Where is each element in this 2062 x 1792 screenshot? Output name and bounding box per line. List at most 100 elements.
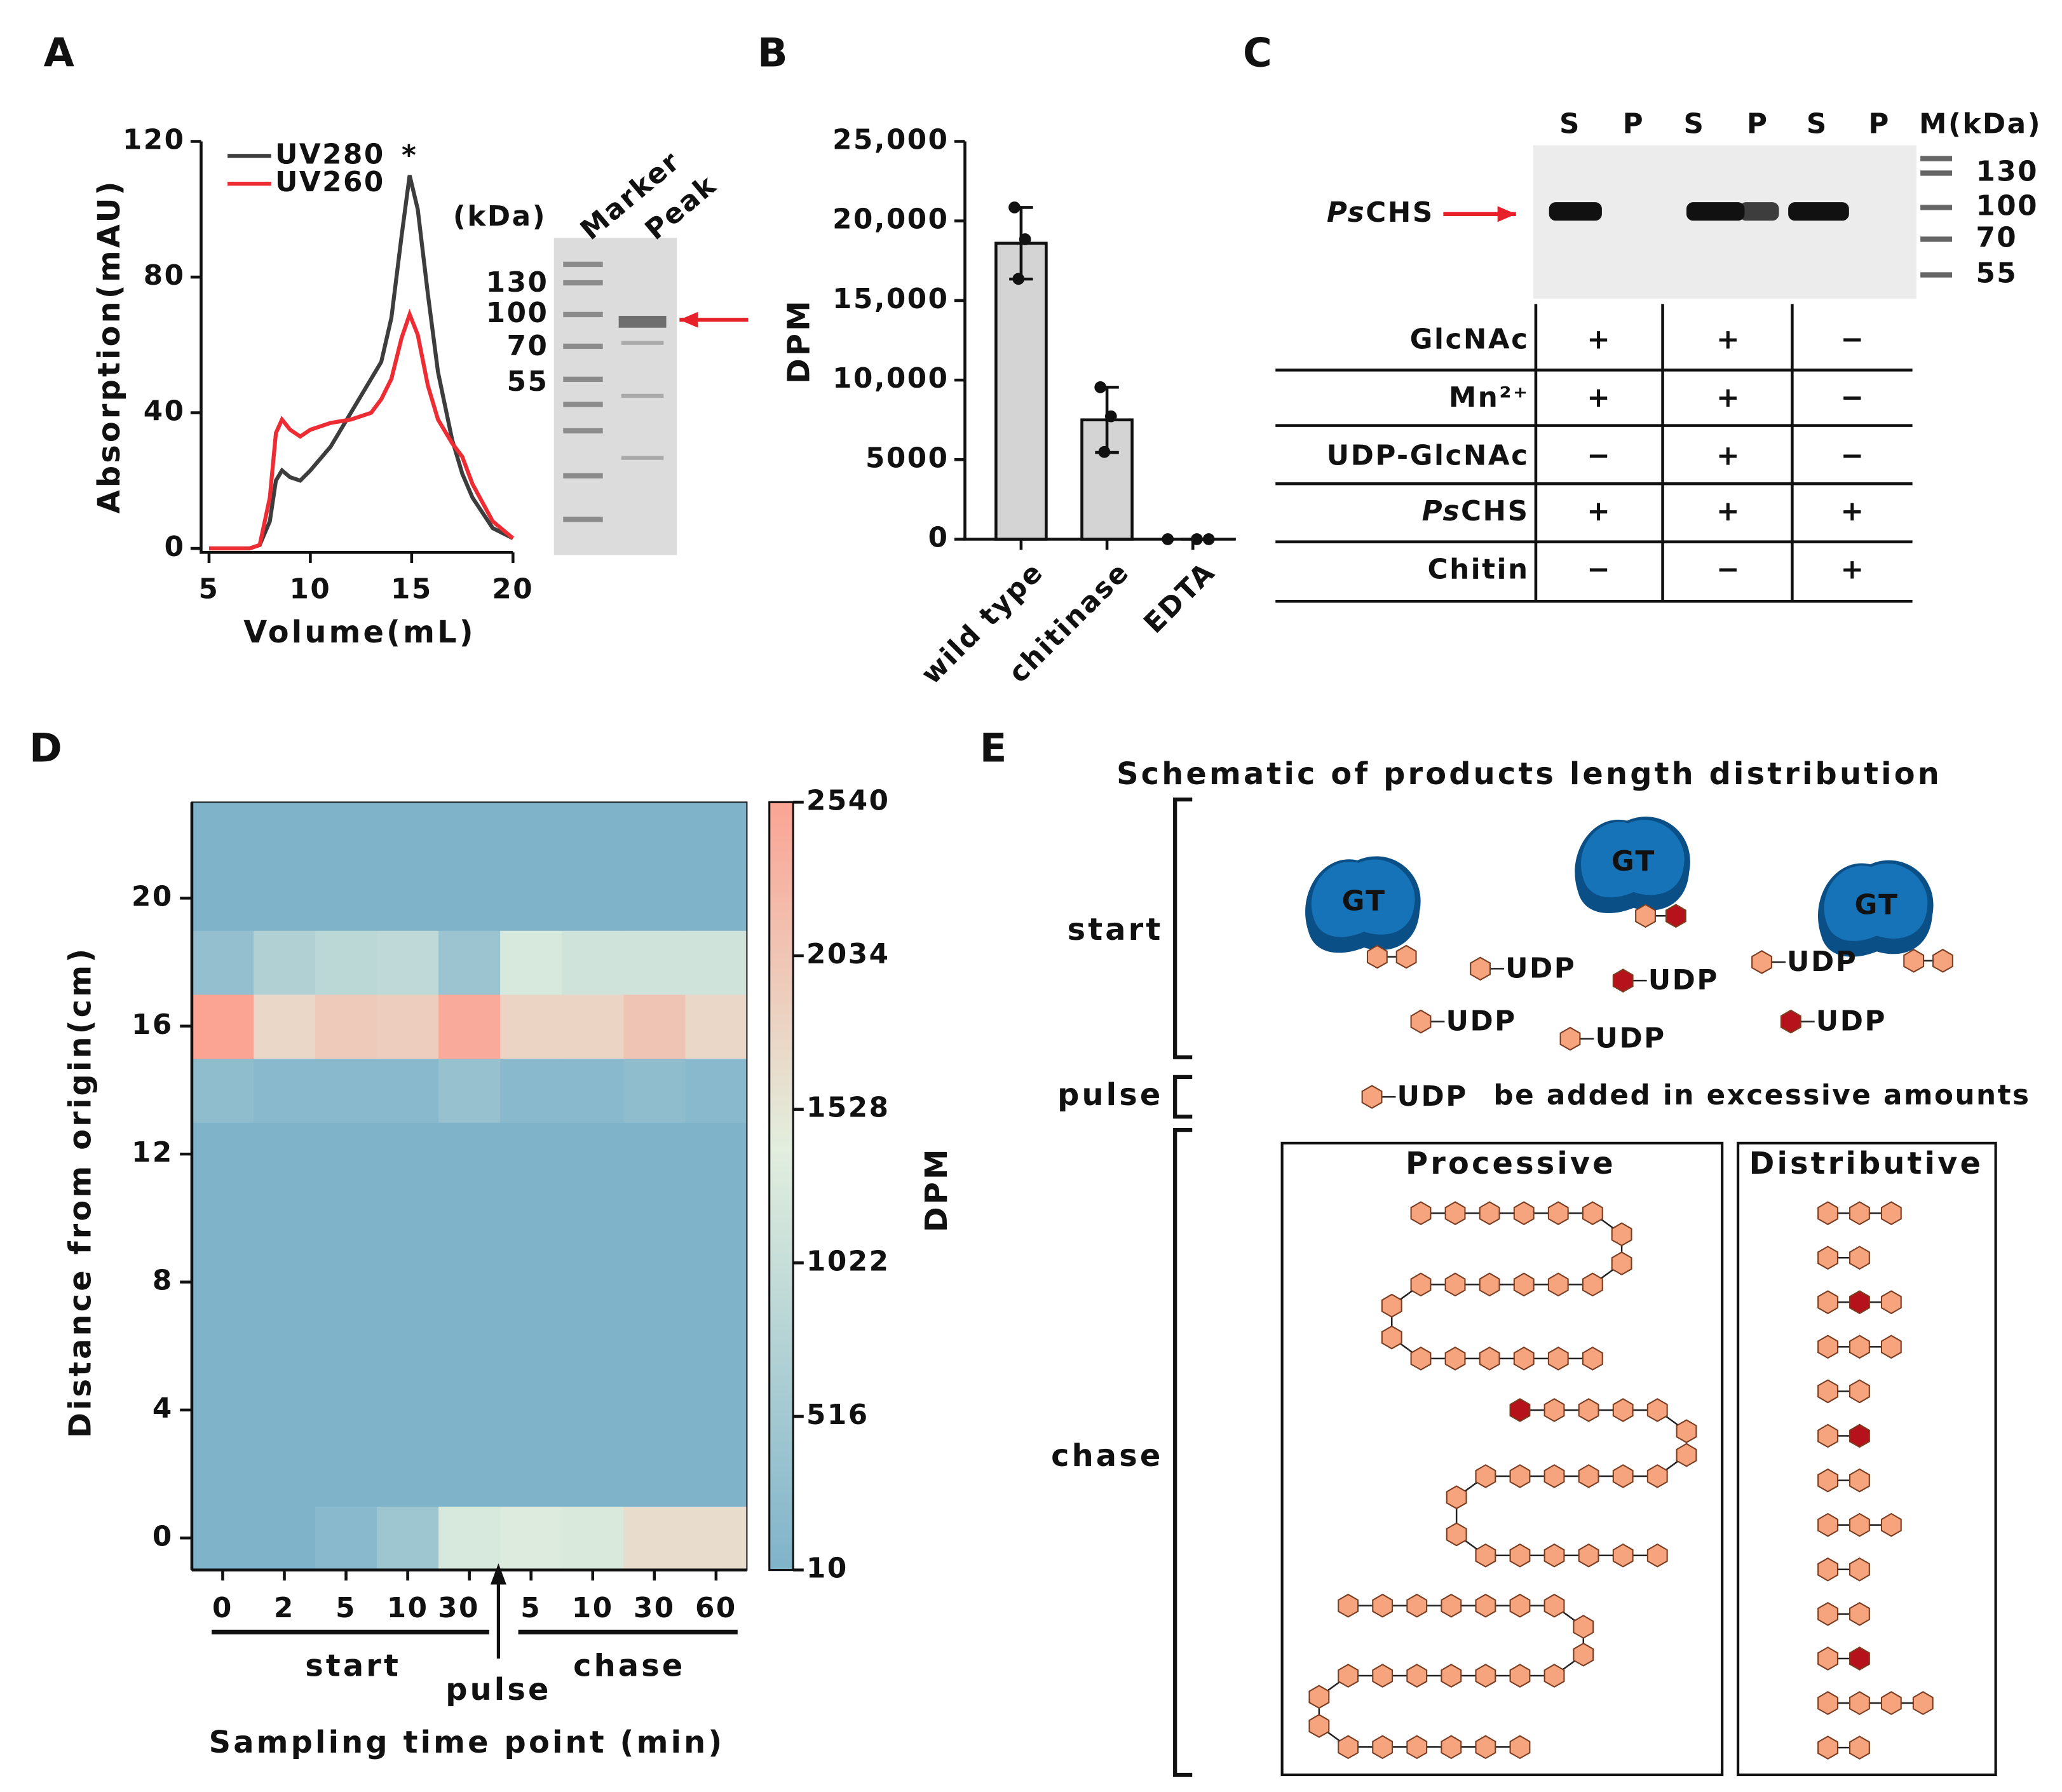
monomer [1578, 1543, 1599, 1568]
heat-cell [315, 1378, 378, 1443]
monomer [1582, 1346, 1603, 1371]
heat-cell [623, 1442, 686, 1507]
lane-label: S [1807, 108, 1828, 140]
monomer [1849, 1468, 1870, 1493]
monomer [1543, 1593, 1565, 1618]
monomer [1543, 1464, 1565, 1488]
heat-cell [438, 1378, 501, 1443]
table-cell: + [1587, 495, 1611, 527]
heat-cell [438, 994, 501, 1059]
monomer [1903, 949, 1925, 973]
heat-cell [438, 1313, 501, 1379]
heat-cell [500, 866, 563, 931]
heat-cell [191, 1442, 255, 1507]
monomer [1543, 1398, 1565, 1422]
monomer [1513, 1272, 1535, 1297]
protein-label: PsCHS [1327, 196, 1434, 229]
heat-cell [253, 994, 316, 1059]
marker-band [563, 311, 603, 318]
row-label: Chitin [1428, 553, 1530, 585]
monomer [1676, 1442, 1697, 1467]
monomer [1611, 1251, 1632, 1276]
heat-cell [685, 1378, 748, 1443]
y-tick-label: 20,000 [832, 203, 949, 236]
y-tick-label: 12 [132, 1136, 173, 1169]
monomer [1547, 1346, 1569, 1371]
heat-cell [685, 802, 748, 867]
peak-band [618, 316, 667, 328]
monomer [1406, 1593, 1428, 1618]
marker-label: 130 [486, 266, 549, 299]
heat-cell [623, 1122, 686, 1187]
heat-cell [253, 1313, 316, 1379]
group-label: start [305, 1649, 401, 1684]
data-point [1094, 381, 1107, 393]
marker-band [563, 376, 603, 383]
heat-cell [253, 802, 316, 867]
heat-cell [562, 1442, 625, 1507]
table-cell: + [1587, 381, 1611, 414]
stage-label: start [1068, 913, 1163, 947]
monomer [1817, 1601, 1838, 1626]
heat-cell [377, 994, 440, 1059]
monomer [1573, 1642, 1594, 1667]
monomer [1817, 1512, 1838, 1537]
bar [994, 241, 1048, 541]
heat-cell [377, 1505, 440, 1571]
gel [1533, 145, 1916, 299]
enzyme [1581, 820, 1685, 898]
heat-cell [500, 1378, 563, 1443]
row-label: UDP-GlcNAc [1327, 440, 1530, 472]
heat-cell [500, 1058, 563, 1123]
monomer [1372, 1735, 1394, 1760]
peak-band-faint [621, 341, 664, 345]
row-label: GlcNAc [1410, 323, 1530, 356]
table-cell: − [1841, 323, 1866, 356]
monomer [1849, 1557, 1870, 1582]
heat-cell [500, 1250, 563, 1315]
y-tick-label: 10,000 [832, 362, 949, 395]
heat-cell [377, 1058, 440, 1123]
marker-band [563, 473, 603, 479]
monomer [1849, 1601, 1870, 1626]
monomer [1817, 1557, 1838, 1582]
heat-cell [191, 994, 255, 1059]
monomer [1475, 1464, 1496, 1488]
heat-cell [315, 1250, 378, 1315]
heat-cell [315, 1058, 378, 1123]
heat-cell [685, 1058, 748, 1123]
table-cell: + [1587, 323, 1611, 356]
linkage [1390, 1212, 1623, 1360]
monomer [1509, 1543, 1531, 1568]
heat-cell [685, 1313, 748, 1379]
marker-band [563, 402, 603, 407]
heat-cell [685, 866, 748, 931]
heat-cell [191, 1250, 255, 1315]
heat-cell [191, 1122, 255, 1187]
panel-label: A [44, 29, 76, 76]
x-tick-label: 30 [438, 1592, 480, 1624]
heat-cell [191, 930, 255, 995]
heat-cell [191, 866, 255, 931]
udp-label: UDP [1816, 1005, 1887, 1038]
monomer [1475, 1543, 1496, 1568]
heat-cell [315, 1313, 378, 1379]
monomer [1509, 1735, 1531, 1760]
row-label: Mn²⁺ [1449, 381, 1530, 414]
monomer [1612, 1543, 1634, 1568]
monomer [1479, 1272, 1500, 1297]
heat-cell [500, 930, 563, 995]
data-point [1012, 273, 1025, 285]
monomer [1410, 1009, 1432, 1034]
monomer [1849, 1646, 1870, 1671]
protein-band [1739, 202, 1779, 221]
monomer [1475, 1735, 1496, 1760]
monomer [1849, 1334, 1870, 1359]
heat-cell [191, 802, 255, 867]
udp-label: UDP [1648, 964, 1719, 996]
monomer [1665, 904, 1686, 928]
monomer [1410, 1201, 1432, 1225]
heat-cell [623, 802, 686, 867]
data-point [1162, 533, 1174, 545]
heat-cell [253, 1186, 316, 1251]
